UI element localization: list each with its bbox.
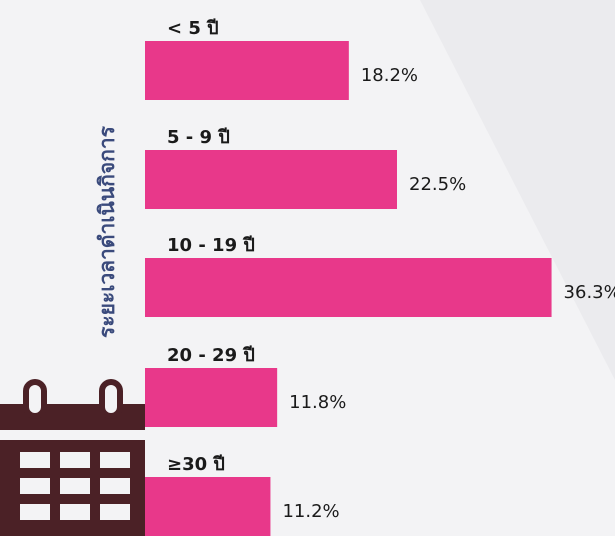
category-label: ≥30 ปี [167,454,225,475]
bar [145,150,397,209]
value-label: 11.2% [282,501,339,522]
axis-label: ระยะเวลาดำเนินกิจการ [95,125,119,338]
value-label: 11.8% [289,392,346,413]
bar [145,41,349,100]
category-label: 20 - 29 ปี [167,345,255,366]
bar [145,368,278,427]
value-label: 36.3% [564,282,615,303]
background-shape [420,0,615,380]
calendar-icon [0,379,145,536]
bar [145,258,552,317]
category-label: < 5 ปี [167,18,219,39]
bar [145,477,271,536]
value-label: 22.5% [409,174,466,195]
category-label: 10 - 19 ปี [167,235,255,256]
category-label: 5 - 9 ปี [167,127,230,148]
value-label: 18.2% [361,65,418,86]
